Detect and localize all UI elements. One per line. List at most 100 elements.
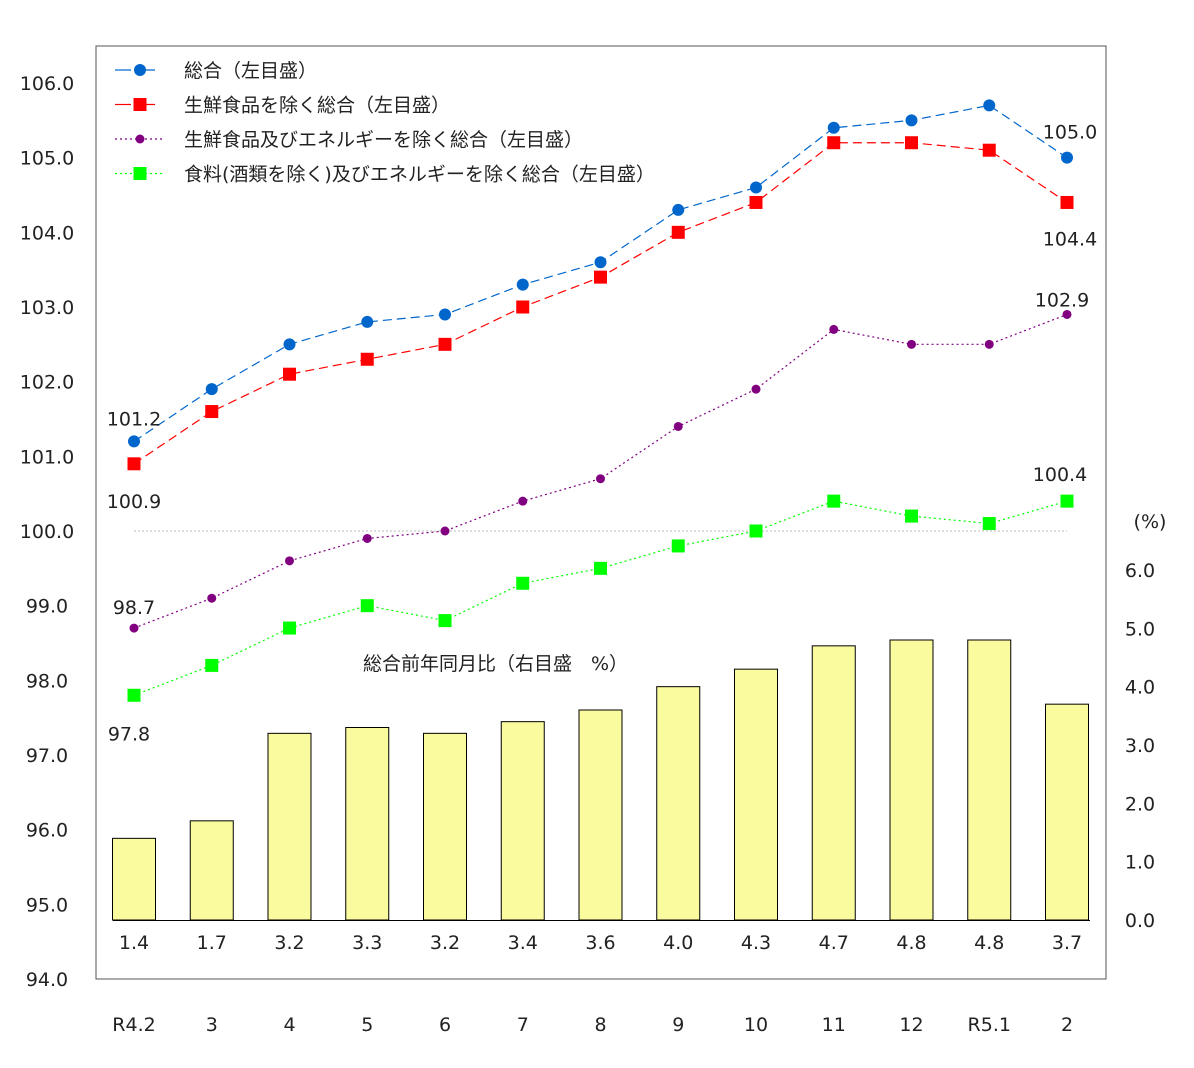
data-label: 100.4 (1033, 464, 1087, 486)
data-label: 101.2 (107, 408, 161, 430)
bar-value-label: 4.3 (741, 932, 771, 954)
bar-value-label: 4.7 (819, 932, 849, 954)
right-axis-tick-label: 1.0 (1125, 852, 1155, 874)
right-axis-unit: (%) (1134, 511, 1167, 533)
left-axis-tick-label: 94.0 (26, 969, 68, 991)
right-axis-tick-label: 4.0 (1125, 677, 1155, 699)
data-point (516, 576, 530, 590)
data-point (749, 524, 763, 538)
data-point (128, 435, 140, 448)
data-label: 100.9 (107, 491, 161, 513)
data-point (518, 496, 528, 506)
data-point (283, 367, 296, 381)
data-label: 98.7 (113, 597, 155, 619)
x-axis-tick-label: 2 (1061, 1014, 1073, 1036)
legend-label: 食料(酒類を除く)及びエネルギーを除く総合（左目盛） (184, 164, 655, 186)
data-point (594, 561, 607, 575)
bar (1045, 703, 1089, 921)
bar (267, 732, 312, 921)
data-point (362, 533, 372, 543)
bar-value-label: 4.8 (896, 932, 926, 954)
bar-value-label: 3.2 (430, 932, 460, 954)
left-axis-tick-label: 102.0 (20, 372, 74, 394)
legend-label: 生鮮食品及びエネルギーを除く総合（左目盛） (184, 129, 583, 151)
data-label: 104.4 (1043, 228, 1097, 250)
x-axis-tick-label: 4 (283, 1014, 295, 1036)
left-axis-tick-label: 105.0 (20, 148, 74, 170)
data-label: 102.9 (1035, 289, 1089, 311)
right-axis-tick-label: 6.0 (1125, 560, 1155, 582)
x-axis-tick-label: 3 (206, 1014, 218, 1036)
data-point (516, 300, 530, 314)
data-point (285, 556, 294, 566)
bar-value-label: 1.4 (119, 932, 149, 954)
data-point (907, 339, 916, 349)
x-axis-tick-label: 6 (439, 1014, 451, 1036)
data-point (829, 324, 839, 334)
legend-marker (134, 64, 146, 76)
data-point (360, 352, 374, 366)
data-point (905, 136, 918, 150)
data-point (1060, 195, 1074, 209)
bar-value-label: 3.2 (274, 932, 304, 954)
data-point (749, 195, 763, 209)
legend-marker (135, 134, 145, 144)
right-axis-tick-label: 3.0 (1125, 735, 1155, 757)
left-axis-tick-label: 106.0 (20, 73, 74, 95)
x-axis-tick-label: 12 (899, 1014, 923, 1036)
data-point (283, 621, 296, 635)
bar (423, 732, 467, 921)
data-point (127, 688, 141, 702)
x-axis-tick-label: 10 (744, 1014, 768, 1036)
data-point (361, 315, 374, 328)
left-axis-tick-label: 98.0 (26, 670, 68, 692)
series-0 (128, 99, 1073, 448)
left-axis-tick-label: 101.0 (20, 446, 74, 468)
data-point (1060, 494, 1074, 508)
data-point (438, 614, 452, 628)
data-point (1061, 151, 1073, 164)
bar-value-label: 3.6 (585, 932, 615, 954)
bar-value-label: 3.3 (352, 932, 382, 954)
data-point (438, 337, 452, 351)
data-point (129, 623, 139, 633)
data-point (439, 308, 451, 321)
x-axis-tick-label: R5.1 (968, 1014, 1011, 1036)
data-point (750, 181, 762, 194)
data-point (596, 474, 605, 484)
data-point (205, 405, 219, 419)
data-label: 105.0 (1043, 122, 1097, 144)
bar-value-label: 1.7 (197, 932, 227, 954)
data-label: 97.8 (108, 723, 150, 745)
data-point (983, 99, 996, 112)
right-axis-tick-label: 0.0 (1125, 910, 1155, 932)
data-point (672, 203, 685, 216)
legend-marker (133, 98, 147, 111)
x-axis-tick-label: 7 (517, 1014, 529, 1036)
legend-item: 食料(酒類を除く)及びエネルギーを除く総合（左目盛） (115, 164, 655, 186)
left-axis-tick-label: 104.0 (20, 222, 74, 244)
legend-label: 生鮮食品を除く総合（左目盛） (184, 95, 450, 117)
legend-marker (133, 167, 147, 180)
bar-value-label: 4.8 (974, 932, 1004, 954)
bar (811, 645, 856, 921)
x-axis-tick-label: 8 (594, 1014, 606, 1036)
data-point (984, 339, 994, 349)
x-axis-tick-label: 9 (672, 1014, 684, 1036)
legend-label: 総合（左目盛） (184, 60, 317, 82)
left-axis-tick-label: 103.0 (20, 297, 74, 319)
series-2 (129, 309, 1072, 633)
left-axis-tick-label: 96.0 (26, 820, 68, 842)
left-axis-tick-label: 95.0 (26, 894, 68, 916)
data-point (207, 593, 217, 603)
data-point (671, 225, 685, 239)
bar-series-caption: 総合前年同月比（右目盛 %） (363, 653, 628, 675)
bar (656, 686, 701, 921)
left-axis-tick-label: 97.0 (26, 745, 68, 767)
left-axis-tick-label: 100.0 (20, 521, 74, 543)
data-point (982, 143, 996, 157)
x-axis-tick-label: R4.2 (112, 1014, 155, 1036)
bar (345, 727, 390, 921)
right-axis-tick-label: 2.0 (1125, 793, 1155, 815)
